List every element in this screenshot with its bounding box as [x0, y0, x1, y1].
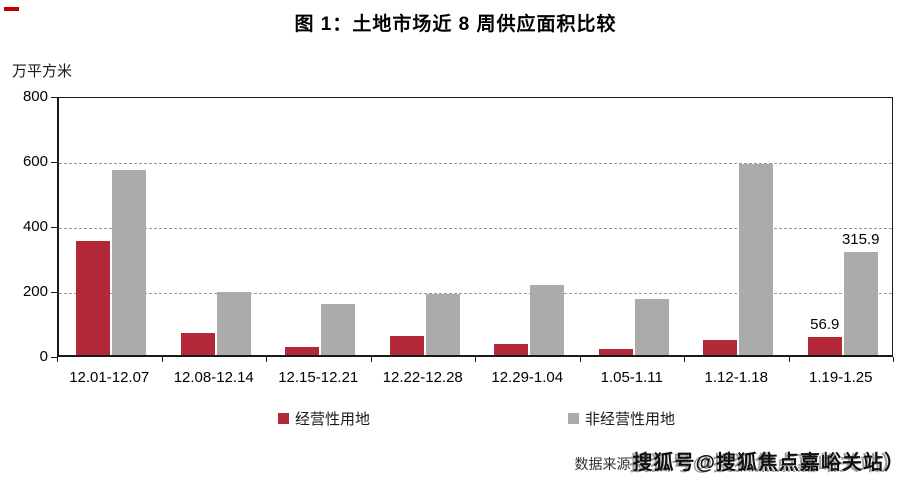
legend-label: 经营性用地: [295, 411, 371, 428]
legend-label: 非经营性用地: [585, 411, 676, 428]
y-tick-mark: [51, 291, 57, 293]
x-tick-mark: [370, 357, 372, 362]
x-tick-mark: [579, 357, 581, 362]
watermark-text: 搜狐号@搜狐焦点嘉峪关站）: [632, 452, 905, 474]
x-tick-mark: [266, 357, 267, 362]
data-source-label: 数据来源: [574, 456, 631, 472]
bar-非经营性用地: [530, 285, 565, 355]
corner-dash-mark: [4, 7, 19, 11]
bar-非经营性用地: [112, 169, 147, 355]
y-tick-label: 600: [22, 153, 48, 170]
x-tick-label: 12.22-12.28: [382, 369, 463, 386]
x-tick-label: 1.05-1.11: [600, 369, 663, 386]
x-tick-mark: [475, 357, 476, 362]
gridline-200: [59, 293, 892, 294]
legend-item-经营性用地: 经营性用地: [278, 408, 370, 429]
bar-非经营性用地: [634, 299, 669, 355]
legend-swatch-icon: [278, 413, 289, 424]
y-axis-unit-label: 万平方米: [12, 63, 73, 80]
bar-data-label: 315.9: [841, 231, 880, 249]
footer: 数据来源 搜狐号@搜狐焦点嘉峪关站）: [574, 446, 905, 475]
bar-经营性用地: [598, 348, 633, 355]
bar-group: [164, 98, 269, 355]
y-tick-label: 400: [22, 218, 48, 235]
bar-经营性用地: [703, 340, 738, 355]
bar-经营性用地: [285, 346, 320, 355]
x-tick-label: 12.29-1.04: [491, 369, 564, 386]
gridline-400: [59, 228, 892, 229]
bar-经营性用地: [807, 336, 842, 355]
y-tick-mark: [51, 226, 57, 228]
bar-非经营性用地: [216, 292, 251, 355]
y-tick-label: 800: [22, 88, 48, 105]
bar-经营性用地: [76, 241, 111, 355]
x-tick-mark: [161, 357, 163, 362]
y-tick-label: 0: [39, 348, 48, 365]
bar-group: [791, 98, 896, 355]
x-tick-label: 1.19-1.25: [809, 369, 873, 386]
bar-非经营性用地: [843, 252, 878, 355]
y-tick-mark: [51, 161, 57, 163]
y-tick-mark: [51, 356, 57, 358]
y-tick-mark: [51, 96, 57, 98]
bar-非经营性用地: [425, 293, 460, 355]
x-tick-mark: [684, 357, 685, 362]
bar-data-label: 56.9: [810, 315, 840, 333]
bar-经营性用地: [389, 335, 424, 355]
x-tick-label: 1.12-1.18: [704, 369, 768, 386]
x-tick-label: 12.01-12.07: [69, 369, 150, 386]
x-tick-mark: [788, 357, 790, 362]
bar-group: [477, 98, 582, 355]
bar-group: [582, 98, 687, 355]
bar-group: [373, 98, 478, 355]
bar-经营性用地: [494, 343, 529, 355]
x-tick-label: 12.08-12.14: [173, 369, 254, 386]
x-tick-mark: [57, 357, 58, 362]
bar-group: [686, 98, 791, 355]
bar-经营性用地: [180, 333, 215, 355]
bar-非经营性用地: [739, 164, 774, 355]
bar-group: [59, 98, 164, 355]
y-tick-label: 200: [22, 283, 48, 300]
legend-item-非经营性用地: 非经营性用地: [568, 408, 675, 429]
x-tick-label: 12.15-12.21: [278, 369, 359, 386]
x-tick-mark: [893, 357, 894, 362]
legend-swatch-icon: [568, 413, 579, 424]
gridline-600: [59, 163, 892, 164]
plot-area: 56.9 315.9: [57, 97, 893, 357]
chart-title: 图 1：土地市场近 8 周供应面积比较: [294, 14, 617, 35]
bar-group: [268, 98, 373, 355]
bar-非经营性用地: [321, 303, 356, 355]
